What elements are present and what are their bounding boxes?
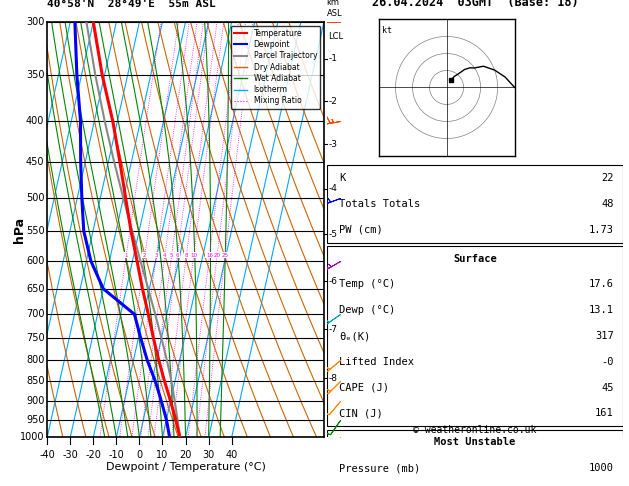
Text: 17.6: 17.6 <box>589 279 614 290</box>
Text: 750: 750 <box>26 333 45 343</box>
Text: Pressure (mb): Pressure (mb) <box>339 463 420 473</box>
Text: 0: 0 <box>136 450 143 460</box>
Text: 1000: 1000 <box>20 433 45 442</box>
Text: 650: 650 <box>26 284 45 294</box>
Text: 3: 3 <box>155 253 158 258</box>
Text: 45: 45 <box>601 382 614 393</box>
Text: © weatheronline.co.uk: © weatheronline.co.uk <box>413 425 537 435</box>
Text: -10: -10 <box>108 450 125 460</box>
Bar <box>327 430 623 486</box>
Text: 6: 6 <box>175 253 179 258</box>
Text: 850: 850 <box>26 376 45 386</box>
Text: km
ASL: km ASL <box>326 0 342 17</box>
Text: θₑ(K): θₑ(K) <box>339 331 370 341</box>
Text: hPa: hPa <box>13 217 26 243</box>
Text: 25: 25 <box>221 253 228 258</box>
Text: Dewpoint / Temperature (°C): Dewpoint / Temperature (°C) <box>106 462 265 472</box>
Text: -2: -2 <box>328 97 337 105</box>
Text: -1: -1 <box>328 54 337 63</box>
Text: 450: 450 <box>26 157 45 167</box>
Text: 20: 20 <box>214 253 221 258</box>
Text: 1000: 1000 <box>589 463 614 473</box>
Text: Surface: Surface <box>453 254 497 264</box>
Text: -8: -8 <box>328 374 337 383</box>
Text: 40°58'N  28°49'E  55m ASL: 40°58'N 28°49'E 55m ASL <box>47 0 216 9</box>
Text: Most Unstable: Most Unstable <box>434 437 516 448</box>
Bar <box>327 246 623 426</box>
Text: 550: 550 <box>26 226 45 236</box>
Text: 10: 10 <box>157 450 169 460</box>
Text: Temp (°C): Temp (°C) <box>339 279 395 290</box>
Text: 48: 48 <box>601 199 614 209</box>
Text: 1.73: 1.73 <box>589 225 614 235</box>
Text: -0: -0 <box>601 357 614 367</box>
Text: 22: 22 <box>601 173 614 183</box>
Text: 1: 1 <box>125 253 128 258</box>
Text: 950: 950 <box>26 415 45 425</box>
Text: -3: -3 <box>328 140 337 149</box>
Text: Lifted Index: Lifted Index <box>339 357 414 367</box>
Text: 161: 161 <box>595 408 614 418</box>
Text: 400: 400 <box>26 116 45 126</box>
Text: K: K <box>339 173 345 183</box>
Text: 5: 5 <box>170 253 174 258</box>
Text: 600: 600 <box>26 256 45 266</box>
Text: CIN (J): CIN (J) <box>339 408 382 418</box>
Text: 26.04.2024  03GMT  (Base: 18): 26.04.2024 03GMT (Base: 18) <box>372 0 578 9</box>
Text: Totals Totals: Totals Totals <box>339 199 420 209</box>
Text: -7: -7 <box>328 325 337 333</box>
Text: 900: 900 <box>26 396 45 406</box>
Text: 20: 20 <box>179 450 192 460</box>
Text: -4: -4 <box>328 184 337 193</box>
Text: 4: 4 <box>163 253 167 258</box>
Text: PW (cm): PW (cm) <box>339 225 382 235</box>
Text: -40: -40 <box>39 450 55 460</box>
Text: 16: 16 <box>206 253 213 258</box>
Text: -5: -5 <box>328 230 337 239</box>
Text: -20: -20 <box>86 450 101 460</box>
Text: 300: 300 <box>26 17 45 27</box>
Text: 13.1: 13.1 <box>589 305 614 315</box>
Legend: Temperature, Dewpoint, Parcel Trajectory, Dry Adiabat, Wet Adiabat, Isotherm, Mi: Temperature, Dewpoint, Parcel Trajectory… <box>231 26 320 108</box>
Text: 800: 800 <box>26 355 45 365</box>
Bar <box>327 165 623 243</box>
Text: 317: 317 <box>595 331 614 341</box>
Text: 2: 2 <box>143 253 147 258</box>
Text: LCL: LCL <box>328 32 343 41</box>
Text: 30: 30 <box>203 450 214 460</box>
Text: 500: 500 <box>26 193 45 203</box>
Text: kt: kt <box>382 26 392 35</box>
Text: -30: -30 <box>62 450 78 460</box>
Text: 40: 40 <box>226 450 238 460</box>
Text: -6: -6 <box>328 277 337 286</box>
Text: 350: 350 <box>26 70 45 80</box>
Text: 700: 700 <box>26 309 45 319</box>
Text: 8: 8 <box>185 253 188 258</box>
Text: CAPE (J): CAPE (J) <box>339 382 389 393</box>
Text: Dewp (°C): Dewp (°C) <box>339 305 395 315</box>
Text: 10: 10 <box>190 253 197 258</box>
